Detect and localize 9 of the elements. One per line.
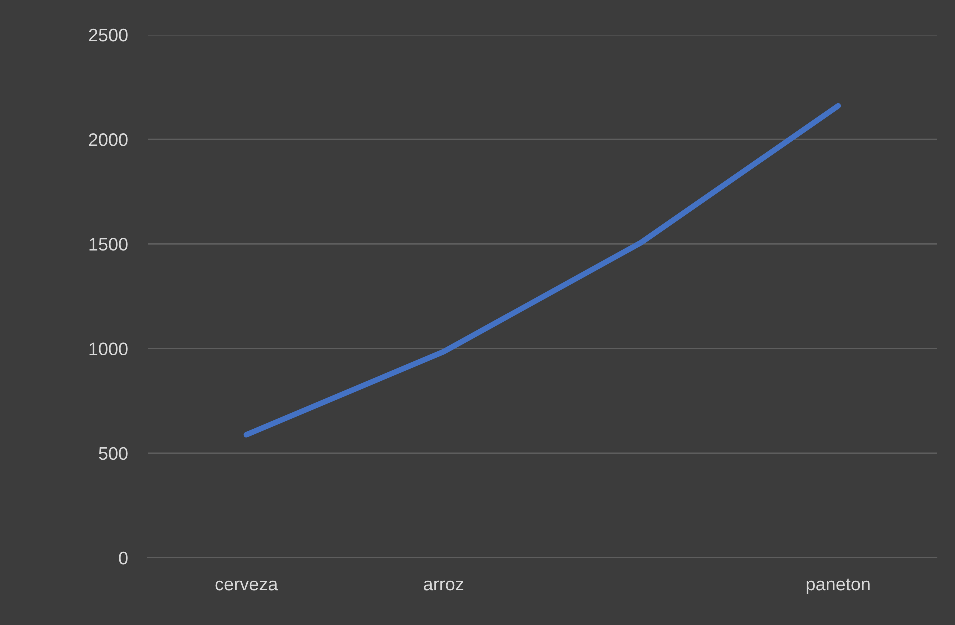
y-tick-label: 2500 [89,28,128,42]
y-tick-label: 2000 [89,134,128,146]
y-tick-label: 1000 [90,342,128,356]
x-tick-label: arroz [424,580,464,591]
y-tick-label: 0 [119,552,128,565]
x-tick-label: paneton [806,578,870,594]
y-tick-label: 500 [99,447,128,460]
y-tick-label: 1500 [90,238,128,251]
x-tick-label: cerveza [216,580,278,591]
